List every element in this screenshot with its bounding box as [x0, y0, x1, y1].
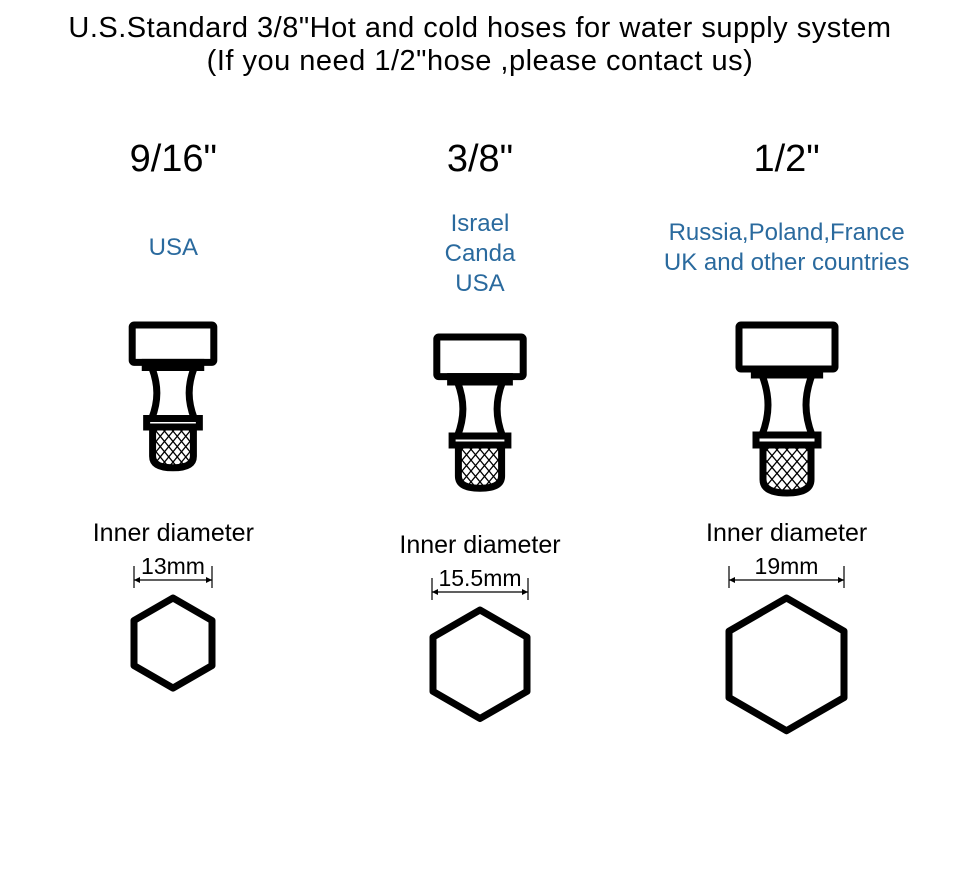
countries-label: IsraelCandaUSA [445, 209, 516, 299]
countries-label: USA [149, 209, 198, 287]
hose-fitting-icon [103, 317, 243, 507]
column-0: 9/16" USA Inner diameter 13mm [23, 138, 323, 745]
svg-text:13mm: 13mm [141, 553, 205, 579]
svg-text:15.5mm: 15.5mm [438, 565, 521, 591]
svg-text:19mm: 19mm [755, 553, 819, 579]
column-2: 1/2" Russia,Poland,FranceUK and other cou… [637, 138, 937, 745]
column-1: 3/8" IsraelCandaUSA Inner diameter 15.5mm [330, 138, 630, 745]
hex-diagram: 19mm [719, 548, 854, 745]
size-label: 3/8" [447, 138, 513, 181]
size-label: 1/2" [753, 138, 819, 181]
hexagon-icon [424, 601, 536, 733]
inner-diameter-label: Inner diameter [706, 519, 867, 548]
countries-label: Russia,Poland,FranceUK and other countri… [664, 209, 909, 287]
dimension-arrow: 13mm [124, 548, 222, 595]
hexagon-icon [125, 589, 221, 702]
dimension-arrow: 15.5mm [422, 560, 538, 607]
hex-diagram: 13mm [124, 548, 222, 702]
inner-diameter-label: Inner diameter [93, 519, 254, 548]
header-line2: (If you need 1/2"hose ,please contact us… [0, 45, 960, 78]
hex-diagram: 15.5mm [422, 560, 538, 733]
columns-container: 9/16" USA Inner diameter 13mm 3/8" IsraelC… [0, 138, 960, 745]
inner-diameter-label: Inner diameter [399, 531, 560, 560]
header-line1: U.S.Standard 3/8"Hot and cold hoses for … [0, 12, 960, 45]
hose-fitting-icon [717, 317, 857, 507]
hose-fitting-icon [410, 329, 550, 519]
dimension-arrow: 19mm [719, 548, 854, 595]
size-label: 9/16" [130, 138, 217, 181]
hexagon-icon [720, 589, 853, 745]
